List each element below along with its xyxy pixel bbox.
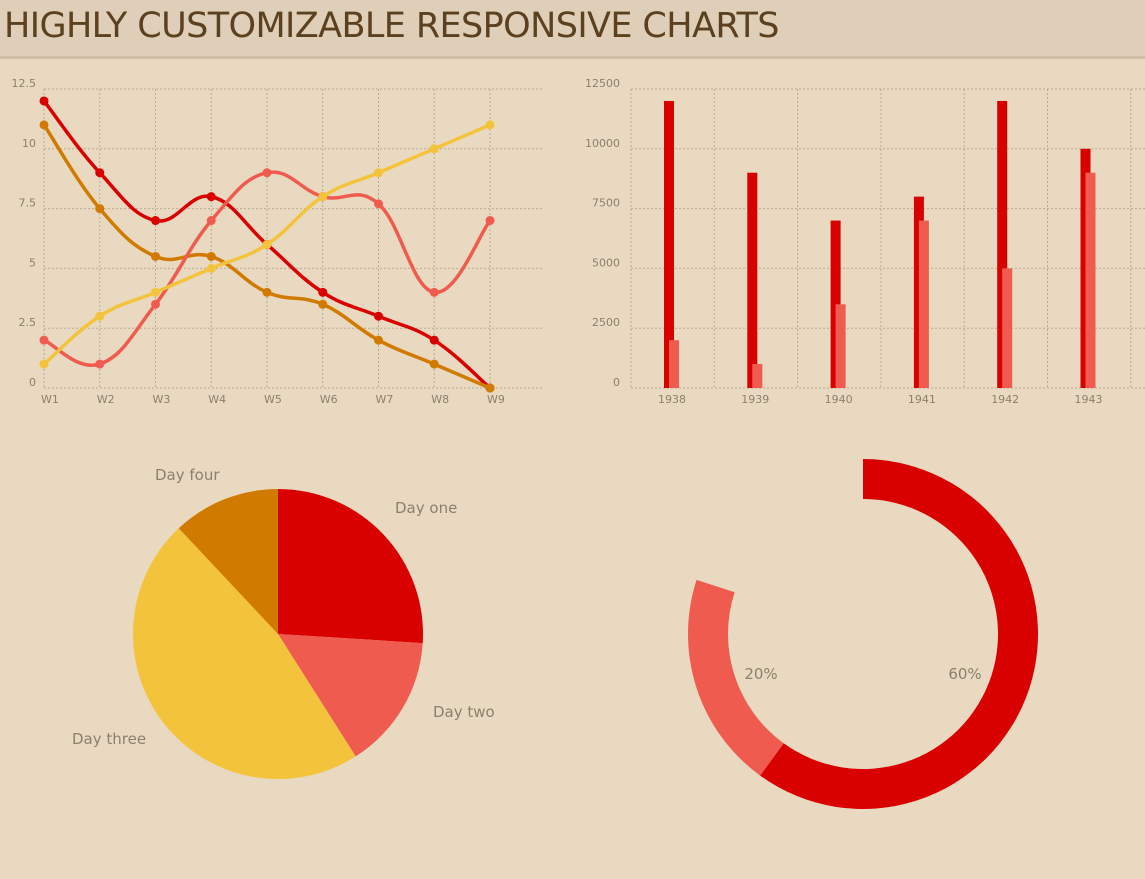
data-point	[206, 192, 216, 202]
x-tick-label: 1939	[741, 393, 769, 406]
doughnut-label: 20%	[744, 665, 777, 683]
y-tick-label: 12500	[585, 77, 620, 90]
pie-slice	[133, 528, 356, 779]
data-point	[318, 192, 328, 202]
y-tick-label: 0	[613, 376, 620, 389]
doughnut-segment	[688, 579, 784, 776]
series-line	[42, 123, 491, 390]
data-point	[429, 335, 439, 345]
bar	[835, 304, 846, 388]
y-tick-label: 5000	[592, 256, 620, 269]
data-point	[95, 204, 105, 214]
y-tick-label: 10	[22, 137, 36, 150]
series-line	[42, 99, 492, 390]
y-tick-label: 2500	[592, 316, 620, 329]
pie-slice	[278, 634, 423, 757]
y-tick-label: 7.5	[19, 197, 37, 210]
y-tick-label: 7500	[592, 197, 620, 210]
data-point	[374, 168, 383, 178]
data-point	[206, 216, 216, 226]
data-point	[485, 216, 495, 226]
pie-label: Day one	[395, 499, 457, 517]
data-point	[485, 383, 495, 393]
data-point	[151, 287, 160, 297]
data-point	[374, 335, 383, 345]
data-point	[206, 263, 216, 273]
pie-slice	[278, 489, 423, 644]
data-point	[429, 144, 439, 154]
data-point	[39, 335, 49, 345]
data-point	[206, 251, 216, 261]
line-chart: 0 2.5 5 7.5 10 12.5 W1 W2 W3 W4 W5 W6 W7 W8 W9	[12, 77, 542, 406]
data-point	[374, 199, 383, 209]
y-tick-label: 2.5	[19, 316, 37, 329]
bar	[752, 364, 763, 388]
x-tick-label: W6	[320, 393, 338, 406]
doughnut-label: 60%	[948, 665, 981, 683]
x-tick-label: W7	[376, 393, 394, 406]
data-point	[39, 120, 49, 130]
data-point	[262, 239, 272, 249]
data-point	[429, 287, 439, 297]
bar	[669, 340, 679, 388]
bar-chart: 0 2500 5000 7500 10000 12500 1938 1939 1940 1941 1…	[585, 77, 1145, 406]
data-point	[95, 359, 105, 369]
data-point	[262, 287, 272, 297]
x-tick-label: 1943	[1075, 393, 1103, 406]
x-tick-label: W1	[41, 393, 59, 406]
x-tick-label: W2	[97, 393, 115, 406]
pie-label: Day two	[433, 703, 495, 721]
x-tick-label: W3	[153, 393, 171, 406]
x-tick-label: 1942	[991, 393, 1019, 406]
data-point	[318, 299, 328, 309]
x-tick-label: 1938	[658, 393, 686, 406]
pie-slice	[178, 489, 278, 634]
data-point	[151, 216, 160, 226]
data-point	[39, 96, 49, 106]
data-point	[95, 311, 105, 321]
header: HIGHLY CUSTOMIZABLE RESPONSIVE CHARTS	[0, 0, 1145, 59]
pie-label: Day four	[155, 466, 220, 484]
data-point	[485, 120, 495, 130]
y-tick-label: 5	[29, 256, 36, 269]
bar	[1085, 172, 1096, 388]
pie-label: Day three	[72, 730, 146, 748]
x-tick-label: W8	[431, 393, 449, 406]
bar	[997, 100, 1008, 389]
data-point	[151, 299, 160, 309]
data-point	[95, 168, 105, 178]
data-point	[262, 168, 272, 178]
data-point	[374, 311, 383, 321]
data-point	[39, 359, 49, 369]
bar	[747, 172, 758, 388]
pie-chart: Day one Day two Day three Day four	[72, 466, 495, 779]
bar	[1002, 268, 1013, 388]
data-point	[429, 359, 439, 369]
bar	[918, 220, 929, 388]
y-tick-label: 10000	[585, 137, 620, 150]
x-tick-label: W5	[264, 393, 282, 406]
page-title: HIGHLY CUSTOMIZABLE RESPONSIVE CHARTS	[4, 6, 780, 46]
x-tick-label: W9	[487, 393, 505, 406]
x-tick-label: W4	[208, 393, 226, 406]
y-tick-label: 0	[29, 376, 36, 389]
bar	[664, 100, 674, 389]
data-point	[151, 251, 160, 261]
doughnut-segment	[760, 459, 1038, 809]
x-tick-label: 1940	[825, 393, 853, 406]
data-point	[318, 287, 328, 297]
x-tick-label: 1941	[908, 393, 936, 406]
y-tick-label: 12.5	[12, 77, 37, 90]
